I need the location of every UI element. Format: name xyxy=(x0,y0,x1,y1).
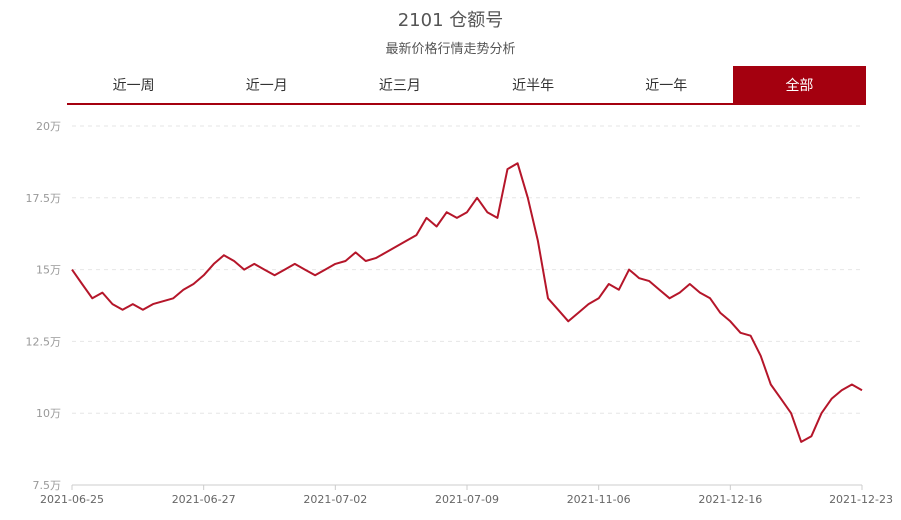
tab-year[interactable]: 近一年 xyxy=(645,77,688,94)
page-title: 2101 仓额号 xyxy=(397,10,504,31)
range-tabs: 近一周 近一月 近三月 近半年 近一年 全部 xyxy=(67,66,867,105)
y-tick-label: 12.5万 xyxy=(26,335,62,348)
x-axis: 2021-06-25 2021-06-27 2021-07-02 2021-07-09… xyxy=(40,484,893,506)
x-tick-label: 2021-12-16 xyxy=(698,493,762,506)
y-axis: 7.5万 10万 12.5万 15万 17.5万 20万 xyxy=(26,120,62,492)
x-tick-label: 2021-12-23 xyxy=(829,493,893,506)
tab-half-year[interactable]: 近半年 xyxy=(512,77,555,94)
x-tick-label: 2021-07-09 xyxy=(435,493,499,506)
x-tick-label: 2021-06-25 xyxy=(40,493,104,506)
series-group xyxy=(71,162,863,443)
x-tick-label: 2021-11-06 xyxy=(567,493,631,506)
x-tick-label: 2021-06-27 xyxy=(172,493,236,506)
grid-lines xyxy=(72,125,862,414)
y-tick-label: 7.5万 xyxy=(33,479,62,492)
tab-week[interactable]: 近一周 xyxy=(112,77,155,94)
tab-all[interactable]: 全部 xyxy=(732,66,867,103)
y-tick-label: 15万 xyxy=(36,264,61,277)
y-tick-label: 10万 xyxy=(36,407,61,420)
tab-three-months[interactable]: 近三月 xyxy=(378,77,421,94)
page-subtitle: 最新价格行情走势分析 xyxy=(385,42,516,57)
series-line xyxy=(71,162,863,443)
tab-month[interactable]: 近一月 xyxy=(245,77,288,94)
y-tick-label: 20万 xyxy=(36,120,61,133)
x-tick-label: 2021-07-02 xyxy=(303,493,367,506)
y-tick-label: 17.5万 xyxy=(26,192,62,205)
